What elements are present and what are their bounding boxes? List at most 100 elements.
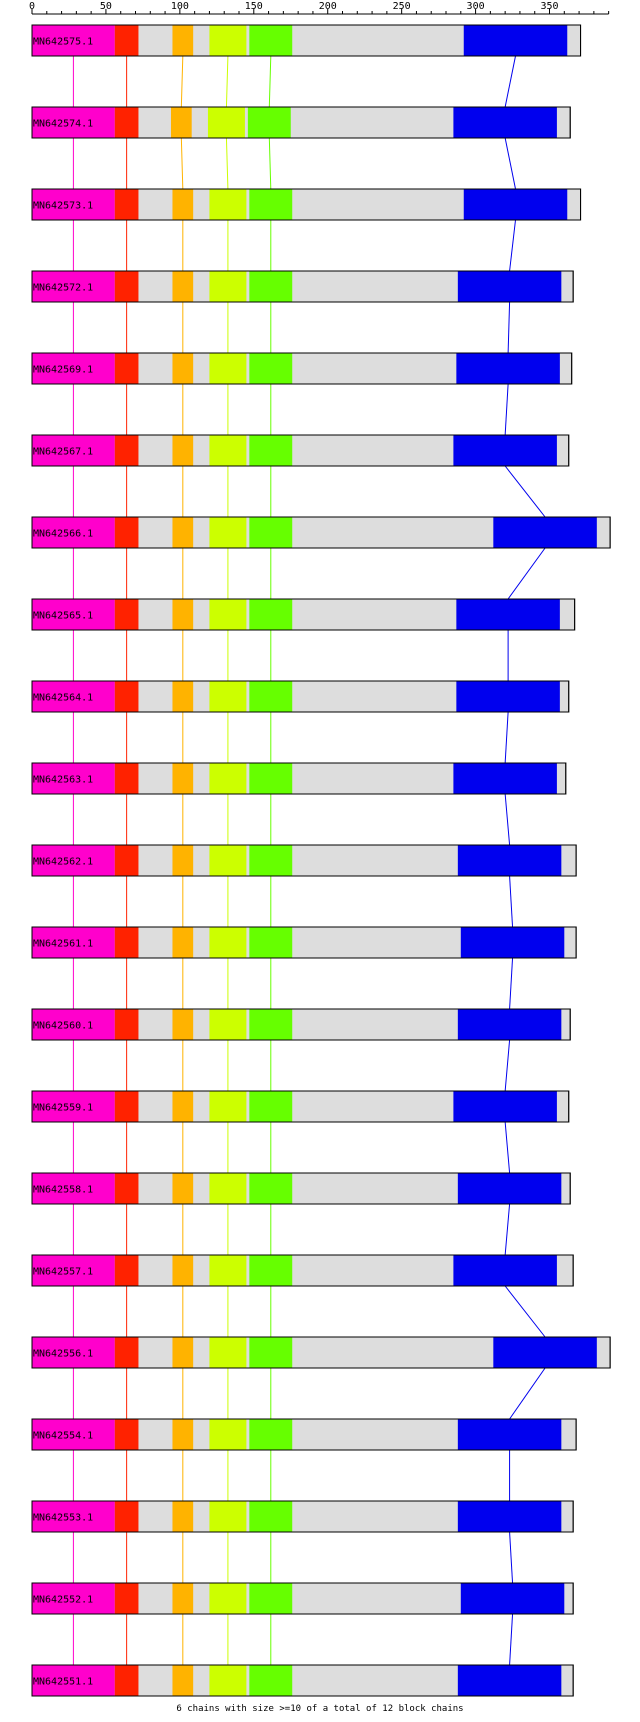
axis-tick-label: 250 — [393, 1, 411, 12]
block-magenta — [32, 1091, 115, 1122]
block-red — [114, 1255, 139, 1286]
connector-line — [225, 137, 229, 190]
axis-tick-label: 150 — [245, 1, 263, 12]
sequence-label: MN642562.1 — [33, 857, 93, 868]
block-blue — [453, 763, 557, 794]
block-blue — [457, 1501, 562, 1532]
block-magenta — [32, 763, 115, 794]
block-magenta — [32, 1419, 115, 1450]
sequence-label: MN642565.1 — [33, 611, 93, 622]
block-yellow-green — [209, 1173, 247, 1204]
block-blue — [460, 927, 565, 958]
block-magenta — [32, 1009, 115, 1040]
block-orange — [172, 845, 194, 876]
block-red — [114, 927, 139, 958]
connector-line — [509, 1531, 514, 1584]
block-blue — [453, 107, 557, 138]
sequence-outline — [31, 926, 577, 959]
connector-line — [509, 1367, 546, 1420]
block-yellow-green — [209, 845, 247, 876]
block-magenta — [32, 271, 115, 302]
block-green — [249, 353, 293, 384]
sequence-track: MN642556.1 — [31, 1336, 611, 1369]
block-red — [114, 435, 139, 466]
connector-line — [509, 1613, 514, 1666]
block-blue — [457, 1173, 562, 1204]
sequence-label: MN642556.1 — [33, 1349, 93, 1360]
connector-line — [504, 55, 516, 108]
connector-line — [504, 1285, 546, 1338]
block-blue — [460, 1583, 565, 1614]
connector-line — [509, 219, 516, 272]
block-red — [114, 681, 139, 712]
sequence-outline — [31, 516, 611, 549]
axis-tick-label: 200 — [319, 1, 337, 12]
block-red — [114, 1419, 139, 1450]
sequence-outline — [31, 1090, 570, 1123]
sequence-outline — [31, 1582, 574, 1615]
block-orange — [172, 189, 194, 220]
block-yellow-green — [209, 1009, 247, 1040]
block-orange — [172, 25, 194, 56]
sequence-label: MN642563.1 — [33, 775, 93, 786]
sequence-track: MN642562.1 — [31, 844, 577, 877]
block-yellow-green — [209, 1583, 247, 1614]
sequence-outline — [31, 680, 570, 713]
sequence-track: MN642553.1 — [31, 1500, 574, 1533]
block-orange — [172, 1419, 194, 1450]
connector-line — [504, 465, 546, 518]
connector-line — [504, 793, 511, 846]
block-orange — [172, 599, 194, 630]
block-blue — [493, 1337, 597, 1368]
sequence-label: MN642574.1 — [33, 119, 93, 130]
sequence-track: MN642563.1 — [31, 762, 567, 795]
sequence-outline — [31, 270, 574, 303]
block-blue — [463, 25, 568, 56]
connector-line — [180, 55, 184, 108]
block-green — [247, 107, 291, 138]
sequence-label: MN642558.1 — [33, 1185, 93, 1196]
block-green — [249, 1665, 293, 1696]
block-blue — [456, 681, 560, 712]
block-connectors — [72, 55, 546, 1666]
connector-line — [268, 137, 272, 190]
connector-line — [509, 875, 514, 928]
block-yellow-green — [209, 1419, 247, 1450]
block-orange — [172, 1009, 194, 1040]
block-yellow-green — [209, 1255, 247, 1286]
block-orange — [172, 763, 194, 794]
block-blue — [456, 599, 560, 630]
block-blue — [457, 271, 562, 302]
sequence-label: MN642554.1 — [33, 1431, 93, 1442]
block-orange — [172, 1501, 194, 1532]
connector-line — [504, 137, 516, 190]
block-green — [249, 25, 293, 56]
block-green — [249, 435, 293, 466]
sequence-track: MN642569.1 — [31, 352, 573, 385]
block-yellow-green — [209, 435, 247, 466]
block-green — [249, 1091, 293, 1122]
block-magenta — [32, 25, 115, 56]
connector-line — [180, 137, 184, 190]
block-orange — [172, 927, 194, 958]
sequence-track: MN642575.1 — [31, 24, 582, 57]
block-orange — [172, 1337, 194, 1368]
sequence-outline — [31, 1254, 574, 1287]
block-yellow-green — [209, 599, 247, 630]
block-magenta — [32, 517, 115, 548]
block-green — [249, 1337, 293, 1368]
block-magenta — [32, 599, 115, 630]
sequence-label: MN642553.1 — [33, 1513, 93, 1524]
connector-line — [504, 1121, 511, 1174]
block-orange — [172, 353, 194, 384]
block-blue — [453, 435, 557, 466]
block-blue — [453, 1255, 557, 1286]
block-green — [249, 1419, 293, 1450]
block-yellow-green — [209, 1337, 247, 1368]
sequence-label: MN642575.1 — [33, 37, 93, 48]
connector-line — [268, 55, 272, 108]
block-red — [114, 1173, 139, 1204]
sequence-label: MN642564.1 — [33, 693, 93, 704]
block-yellow-green — [209, 189, 247, 220]
block-red — [114, 271, 139, 302]
